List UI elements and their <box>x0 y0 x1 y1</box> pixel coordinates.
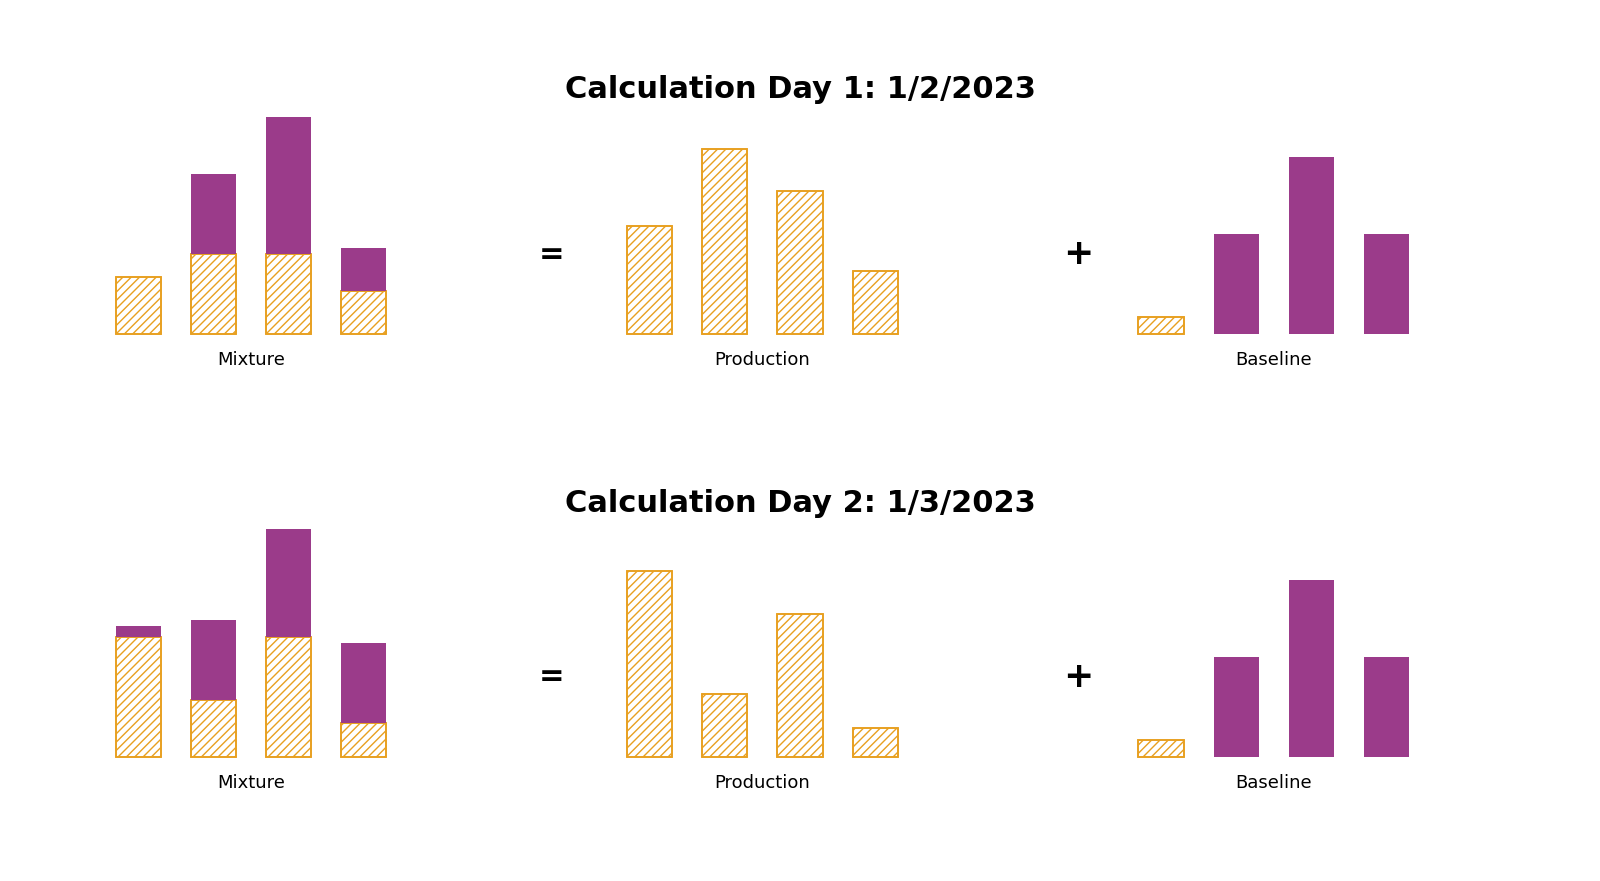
Bar <box>341 643 387 722</box>
Bar <box>702 149 747 334</box>
Bar <box>778 191 822 334</box>
Bar <box>266 500 312 637</box>
Bar <box>1214 657 1259 757</box>
Bar <box>341 292 387 334</box>
Bar <box>341 248 387 292</box>
Text: +: + <box>1062 237 1093 271</box>
Bar <box>341 292 387 334</box>
Bar <box>1290 157 1334 334</box>
Bar <box>115 626 160 637</box>
Bar <box>853 271 898 334</box>
Bar <box>1138 317 1184 334</box>
Text: Calculation Day 2: 1/3/2023: Calculation Day 2: 1/3/2023 <box>565 489 1035 518</box>
Bar <box>1363 234 1410 334</box>
Text: Calculation Day 1: 1/2/2023: Calculation Day 1: 1/2/2023 <box>565 75 1035 104</box>
Bar <box>341 722 387 757</box>
Bar <box>266 254 312 334</box>
Text: Mixture: Mixture <box>218 774 285 792</box>
Bar <box>190 174 237 254</box>
Bar <box>778 614 822 757</box>
Bar <box>266 254 312 334</box>
Text: Baseline: Baseline <box>1235 352 1312 369</box>
Bar <box>266 117 312 254</box>
Bar <box>1290 580 1334 757</box>
Text: Production: Production <box>715 352 810 369</box>
Bar <box>702 149 747 334</box>
Bar <box>190 700 237 757</box>
Text: Mixture: Mixture <box>218 352 285 369</box>
Bar <box>115 277 160 334</box>
Bar <box>627 226 672 334</box>
Bar <box>853 729 898 757</box>
Bar <box>190 620 237 700</box>
Bar <box>1138 740 1184 757</box>
Bar <box>627 572 672 757</box>
Text: +: + <box>1062 660 1093 694</box>
Bar <box>266 637 312 757</box>
Bar <box>627 572 672 757</box>
Bar <box>266 637 312 757</box>
Bar <box>115 637 160 757</box>
Text: Production: Production <box>715 774 810 792</box>
Bar <box>778 614 822 757</box>
Bar <box>853 729 898 757</box>
Bar <box>341 722 387 757</box>
Bar <box>1214 234 1259 334</box>
Bar <box>778 191 822 334</box>
Bar <box>115 277 160 334</box>
Bar <box>702 694 747 757</box>
Text: =: = <box>539 663 565 692</box>
Bar <box>1138 317 1184 334</box>
Bar <box>1363 657 1410 757</box>
Bar <box>190 700 237 757</box>
Text: =: = <box>539 240 565 269</box>
Text: Baseline: Baseline <box>1235 774 1312 792</box>
Bar <box>702 694 747 757</box>
Bar <box>853 271 898 334</box>
Bar <box>627 226 672 334</box>
Bar <box>115 637 160 757</box>
Bar <box>190 254 237 334</box>
Bar <box>1138 740 1184 757</box>
Bar <box>190 254 237 334</box>
